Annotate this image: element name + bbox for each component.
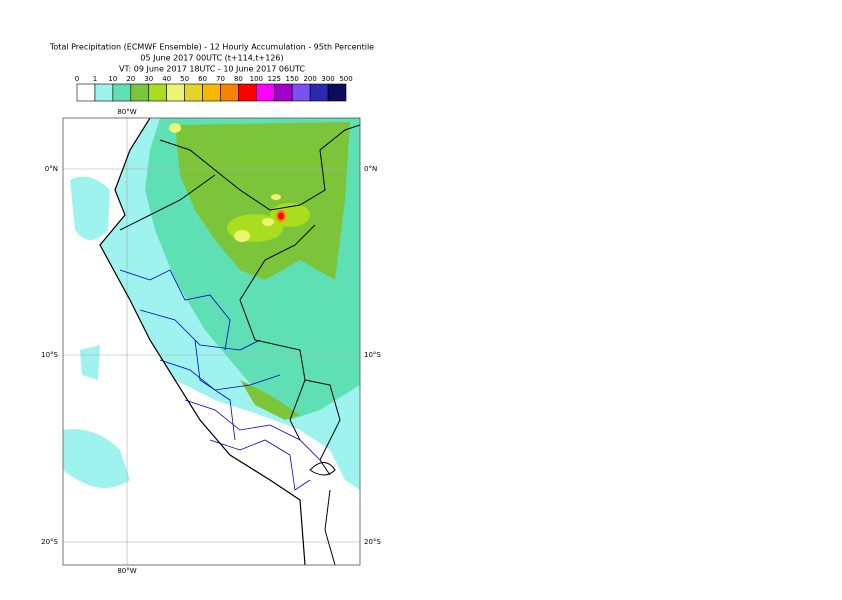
colorbar-box	[220, 83, 239, 102]
map-frame	[62, 117, 361, 566]
precip-area	[63, 429, 130, 488]
colorbar-box	[94, 83, 114, 102]
colorbar-box	[130, 83, 150, 102]
precip-area	[175, 122, 350, 280]
title-line: 05 June 2017 00UTC (t+114,t+126)	[140, 54, 283, 63]
colorbar-box	[256, 83, 275, 102]
lat-label: 20°S	[364, 538, 381, 546]
colorbar-box	[76, 83, 96, 102]
country-borders	[119, 124, 360, 565]
lat-label: 10°S	[364, 351, 381, 359]
colorbar-label: 300	[321, 75, 334, 83]
region-borders	[119, 269, 321, 491]
colorbar-box	[238, 83, 257, 102]
precip-area	[240, 380, 300, 420]
colorbar-box	[327, 83, 347, 102]
colorbar-label: 80	[234, 75, 243, 83]
colorbar-label: 30	[144, 75, 153, 83]
lat-label: 10°S	[41, 351, 58, 359]
colorbar-box	[273, 83, 293, 102]
title-line: VT: 09 June 2017 18UTC - 10 June 2017 06…	[119, 65, 305, 74]
colorbar-label: 200	[303, 75, 316, 83]
colorbar-label: 60	[198, 75, 207, 83]
coastline	[99, 118, 306, 565]
colorbar-box	[202, 83, 221, 102]
colorbar-box	[309, 83, 329, 102]
colorbar-box	[291, 83, 311, 102]
dry-area	[175, 380, 360, 565]
colorbar-label: 150	[286, 75, 299, 83]
precip-area	[169, 123, 181, 133]
colorbar-label: 100	[250, 75, 263, 83]
colorbar-label: 40	[162, 75, 171, 83]
colorbar-label: 10	[108, 75, 117, 83]
precip-area	[278, 212, 284, 220]
precip-area	[262, 218, 274, 226]
colorbar-label: 1	[93, 75, 97, 83]
lat-label: 20°S	[41, 538, 58, 546]
precip-area	[70, 176, 110, 240]
precip-area	[271, 194, 281, 200]
colorbar-label: 125	[268, 75, 281, 83]
colorbar: 0 1 10 20 30 40 50 60 70 80 100 125 150 200 300 500	[75, 75, 353, 102]
colorbar-label: 500	[339, 75, 352, 83]
lat-label: 0°N	[364, 165, 377, 173]
map-area	[63, 118, 360, 565]
colorbar-box	[184, 83, 203, 102]
precip-area	[80, 345, 100, 380]
colorbar-label: 0	[75, 75, 79, 83]
colorbar-box	[148, 83, 167, 102]
lon-label: 80°W	[117, 567, 136, 575]
colorbar-label: 70	[216, 75, 225, 83]
lat-label: 0°N	[45, 165, 58, 173]
precip-area	[234, 230, 250, 242]
title-line: Total Precipitation (ECMWF Ensemble) - 1…	[49, 43, 374, 52]
lon-label: 80°W	[117, 108, 136, 116]
colorbar-label: 50	[180, 75, 189, 83]
colorbar-box	[112, 83, 132, 102]
colorbar-label: 20	[126, 75, 135, 83]
colorbar-box	[166, 83, 185, 102]
